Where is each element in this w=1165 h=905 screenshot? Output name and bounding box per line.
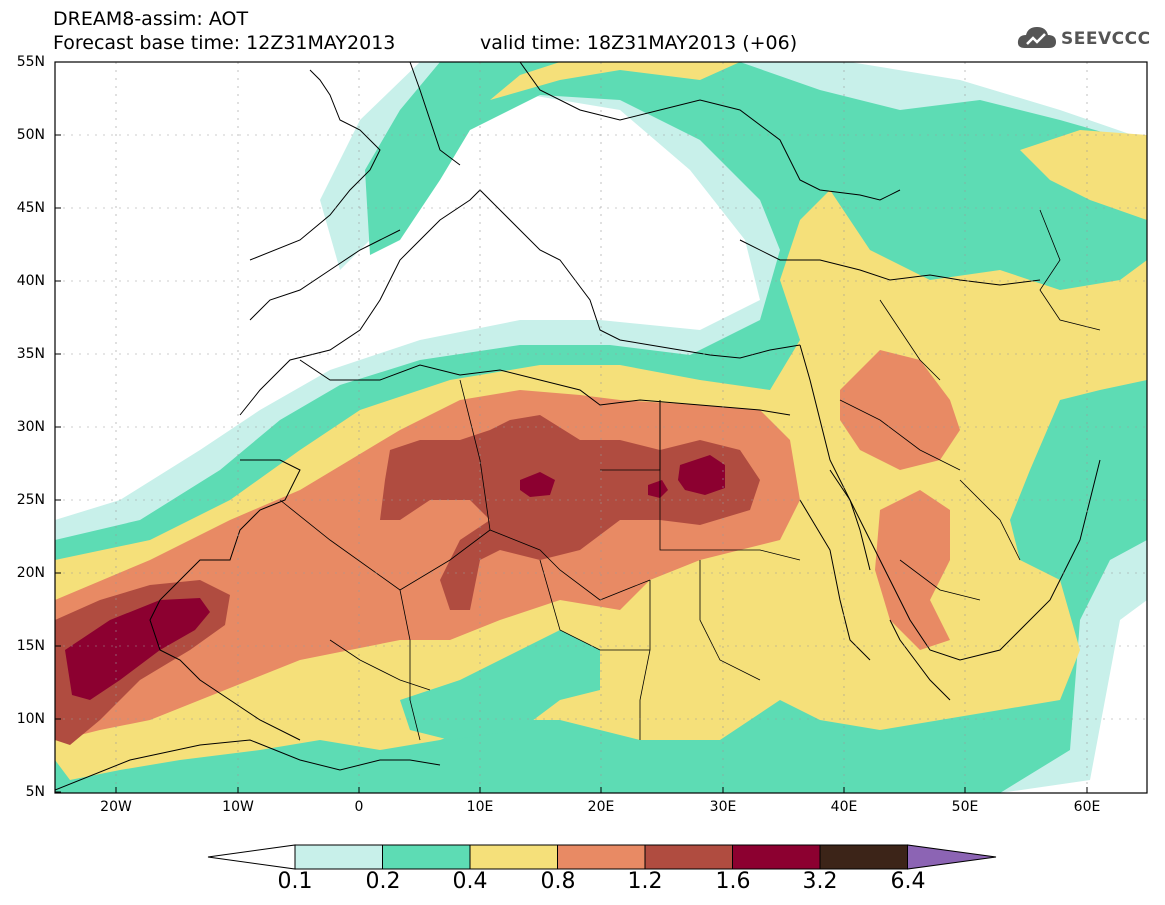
colorbar-label: 3.2	[802, 869, 838, 894]
aot-contours	[55, 62, 1147, 793]
lon-label: 60E	[1073, 799, 1101, 815]
colorbar-label: 0.8	[540, 869, 576, 894]
colorbar-label: 1.6	[715, 869, 751, 894]
coastlines	[55, 62, 1101, 791]
lat-label: 5N	[25, 784, 45, 800]
contour-0.4-n	[490, 62, 740, 100]
lat-label: 10N	[16, 711, 45, 727]
axis-ticks	[55, 61, 1088, 793]
map-title: DREAM8-assim: AOT	[53, 8, 249, 30]
lon-label: 10E	[466, 799, 494, 815]
lon-label: 40E	[830, 799, 858, 815]
colorbar-label: 6.4	[890, 869, 926, 894]
colorbar-label: 0.4	[452, 869, 488, 894]
lat-label: 45N	[16, 200, 45, 216]
lat-label: 30N	[16, 419, 45, 435]
contour-1.6-a	[520, 472, 555, 497]
colorbar-label: 0.2	[365, 869, 401, 894]
contour-1.6-b	[678, 455, 725, 495]
contour-1.6-west	[65, 598, 210, 700]
contour-1.2	[380, 415, 760, 610]
colorbar-label: 0.1	[277, 869, 313, 894]
lon-label: 0	[354, 799, 364, 815]
lat-label: 55N	[16, 54, 45, 70]
lon-label: 10W	[222, 799, 254, 815]
cloud-icon	[1017, 27, 1056, 48]
contour-0.8-yemen	[875, 490, 950, 650]
lat-label: 50N	[16, 127, 45, 143]
lon-label: 20W	[100, 799, 132, 815]
lat-label: 25N	[16, 492, 45, 508]
lat-label: 35N	[16, 346, 45, 362]
lat-label: 20N	[16, 565, 45, 581]
seevccc-logo: SEEVCCC	[1015, 22, 1155, 56]
colorbar-label: 1.2	[627, 869, 663, 894]
lon-label: 50E	[951, 799, 979, 815]
lat-label: 15N	[16, 638, 45, 654]
contour-0.4-ne	[1020, 130, 1147, 220]
lon-label: 20E	[587, 799, 615, 815]
contour-0.2-sahel	[400, 630, 600, 740]
logo-text: SEEVCCC	[1061, 29, 1151, 49]
graticule	[55, 62, 1147, 793]
lon-label: 30E	[709, 799, 737, 815]
country-borders	[279, 209, 1101, 741]
forecast-base-time: Forecast base time: 12Z31MAY2013	[53, 32, 396, 54]
lat-label: 40N	[16, 273, 45, 289]
contour-1.6-c	[648, 480, 668, 498]
valid-time: valid time: 18Z31MAY2013 (+06)	[480, 32, 798, 54]
contour-0.8-arabia	[840, 350, 960, 470]
